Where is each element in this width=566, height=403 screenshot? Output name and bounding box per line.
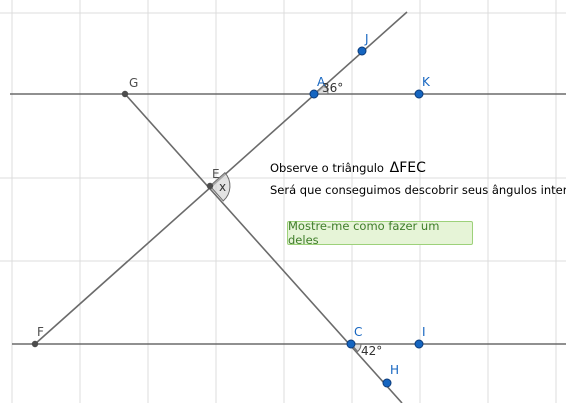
point-e[interactable]	[206, 182, 214, 190]
observe-text: Observe o triângulo ΔFEC	[270, 160, 426, 176]
observe-label: Observe o triângulo	[270, 161, 384, 175]
label-i: I	[422, 325, 426, 339]
question-text: Será que conseguimos descobrir seus ângu…	[270, 183, 566, 197]
label-h: H	[390, 363, 399, 377]
point-f[interactable]	[31, 340, 39, 348]
point-i[interactable]	[414, 339, 424, 349]
label-k: K	[422, 75, 431, 89]
angle-label-a: 36°	[322, 81, 343, 95]
label-c: C	[354, 325, 362, 339]
angle-label-x: x	[219, 180, 226, 194]
label-g: G	[129, 76, 138, 90]
point-c[interactable]	[346, 339, 356, 349]
label-e: E	[212, 167, 220, 181]
point-h[interactable]	[382, 378, 392, 388]
point-g[interactable]	[121, 90, 129, 98]
label-j: J	[364, 32, 369, 46]
point-a[interactable]	[309, 89, 319, 99]
label-f: F	[37, 325, 44, 339]
line-gh[interactable]	[124, 93, 403, 403]
point-j[interactable]	[357, 46, 367, 56]
point-k[interactable]	[414, 89, 424, 99]
show-me-button[interactable]: Mostre-me como fazer um deles	[287, 219, 473, 247]
triangle-name: ΔFEC	[389, 160, 426, 176]
label-a: A	[317, 75, 326, 89]
angle-label-c: 42°	[361, 344, 382, 358]
angle-marker-e	[209, 171, 231, 202]
